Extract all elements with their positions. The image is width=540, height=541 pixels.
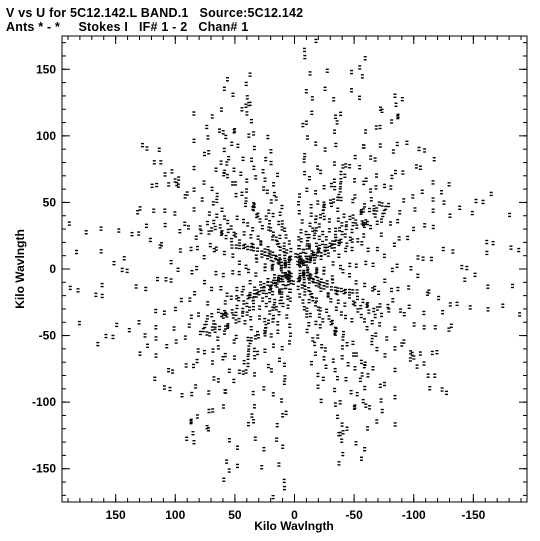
x-tick-label: 100 <box>165 508 185 522</box>
y-tick-label: -150 <box>32 462 56 476</box>
y-tick-label: -100 <box>32 395 56 409</box>
data-points <box>67 38 522 500</box>
plot-frame <box>61 35 528 503</box>
y-tick-label: 150 <box>36 62 56 76</box>
y-axis: 150 100 50 0 -50 -100 -150 <box>32 42 527 496</box>
x-axis: 150 100 50 0 -50 -100 -150 <box>67 36 522 522</box>
x-tick-label: 150 <box>106 508 126 522</box>
y-tick-label: 50 <box>43 195 57 209</box>
plot-title: V vs U for 5C12.142.L BAND.1 Source:5C12… <box>6 6 304 20</box>
y-tick-label: 0 <box>49 262 56 276</box>
x-axis-label: Kilo Wavlngth <box>254 519 334 533</box>
y-axis-label: Kilo Wavlngth <box>13 229 27 309</box>
y-tick-label: -50 <box>39 329 57 343</box>
x-tick-label: -150 <box>461 508 485 522</box>
x-tick-label: 0 <box>291 508 298 522</box>
plot-subtitle: Ants * - * Stokes I IF# 1 - 2 Chan# 1 <box>6 20 249 34</box>
x-tick-label: -100 <box>402 508 426 522</box>
x-tick-label: -50 <box>345 508 363 522</box>
y-tick-label: 100 <box>36 129 56 143</box>
x-tick-label: 50 <box>228 508 242 522</box>
